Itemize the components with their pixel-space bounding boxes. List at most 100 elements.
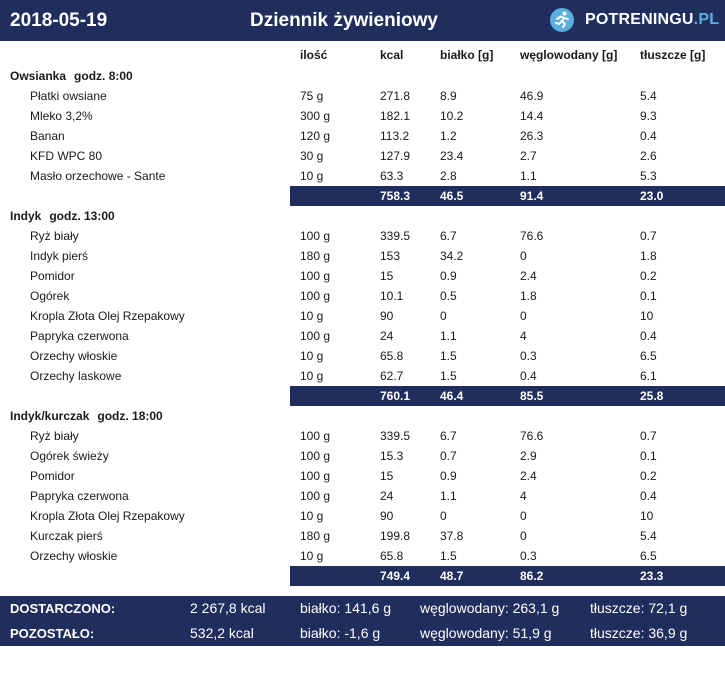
food-row: Ryż biały 100 g 339.5 6.7 76.6 0.7	[0, 226, 725, 246]
food-name: Kropla Złota Olej Rzepakowy	[30, 509, 185, 523]
food-kcal: 199.8	[380, 529, 411, 543]
food-carbs: 76.6	[520, 229, 544, 243]
meal-header: Indyk/kurczak godz. 18:00	[0, 406, 725, 426]
meal-totals-bar: 749.4 48.7 86.2 23.3	[290, 566, 725, 586]
food-protein: 1.2	[440, 129, 457, 143]
food-carbs: 0	[520, 309, 527, 323]
food-qty: 180 g	[300, 249, 331, 263]
food-row: Orzechy laskowe 10 g 62.7 1.5 0.4 6.1	[0, 366, 725, 386]
food-fat: 0.2	[640, 469, 657, 483]
runner-logo-icon	[549, 7, 579, 33]
food-row: Papryka czerwona 100 g 24 1.1 4 0.4	[0, 486, 725, 506]
total-protein: 46.4	[440, 389, 464, 403]
food-fat: 0.7	[640, 429, 657, 443]
food-row: Płatki owsiane 75 g 271.8 8.9 46.9 5.4	[0, 86, 725, 106]
food-kcal: 15.3	[380, 449, 404, 463]
header-bar: 2018-05-19 Dziennik żywieniowy POTRENING…	[0, 0, 725, 41]
food-qty: 100 g	[300, 229, 331, 243]
food-carbs: 0	[520, 509, 527, 523]
meal-name: Owsianka	[10, 69, 67, 83]
food-kcal: 15	[380, 469, 394, 483]
food-protein: 0	[440, 309, 447, 323]
summary-carbs: węglowodany: 263,1 g	[420, 600, 560, 616]
total-protein: 46.5	[440, 189, 464, 203]
food-kcal: 182.1	[380, 109, 411, 123]
food-kcal: 65.8	[380, 549, 404, 563]
food-fat: 0.4	[640, 129, 657, 143]
meal-header: Indyk godz. 13:00	[0, 206, 725, 226]
total-fat: 25.8	[640, 389, 664, 403]
food-name: Orzechy włoskie	[30, 349, 118, 363]
total-fat: 23.3	[640, 569, 664, 583]
food-kcal: 339.5	[380, 429, 411, 443]
food-row: Kropla Złota Olej Rzepakowy 10 g 90 0 0 10	[0, 306, 725, 326]
food-fat: 0.4	[640, 489, 657, 503]
food-qty: 30 g	[300, 149, 324, 163]
food-kcal: 24	[380, 329, 394, 343]
food-protein: 0.9	[440, 269, 457, 283]
food-fat: 9.3	[640, 109, 657, 123]
food-qty: 120 g	[300, 129, 331, 143]
food-kcal: 153	[380, 249, 401, 263]
food-qty: 10 g	[300, 169, 324, 183]
food-name: Masło orzechowe - Sante	[30, 169, 166, 183]
food-name: Banan	[30, 129, 65, 143]
food-qty: 100 g	[300, 269, 331, 283]
food-fat: 0.4	[640, 329, 657, 343]
food-protein: 1.1	[440, 329, 457, 343]
food-protein: 2.8	[440, 169, 457, 183]
summary-label: POZOSTAŁO:	[10, 626, 95, 641]
total-kcal: 760.1	[380, 389, 411, 403]
column-header-fat: tłuszcze [g]	[640, 48, 706, 62]
logo-main-text: POTRENINGU	[585, 11, 694, 28]
food-qty: 10 g	[300, 509, 324, 523]
food-fat: 0.7	[640, 229, 657, 243]
brand-logo[interactable]: POTRENINGU.PL	[549, 7, 719, 33]
food-fat: 2.6	[640, 149, 657, 163]
food-protein: 0.5	[440, 289, 457, 303]
food-row: KFD WPC 80 30 g 127.9 23.4 2.7 2.6	[0, 146, 725, 166]
food-qty: 100 g	[300, 329, 331, 343]
meal-title: Owsianka godz. 8:00	[10, 69, 133, 83]
food-kcal: 10.1	[380, 289, 404, 303]
food-fat: 5.3	[640, 169, 657, 183]
food-qty: 75 g	[300, 89, 324, 103]
food-kcal: 271.8	[380, 89, 411, 103]
meal-totals-bar: 758.3 46.5 91.4 23.0	[290, 186, 725, 206]
food-fat: 0.1	[640, 289, 657, 303]
food-qty: 100 g	[300, 469, 331, 483]
food-name: Płatki owsiane	[30, 89, 107, 103]
food-kcal: 339.5	[380, 229, 411, 243]
food-fat: 0.1	[640, 449, 657, 463]
total-kcal: 758.3	[380, 189, 411, 203]
food-carbs: 2.4	[520, 469, 537, 483]
food-protein: 34.2	[440, 249, 464, 263]
food-name: Orzechy włoskie	[30, 549, 118, 563]
food-qty: 100 g	[300, 289, 331, 303]
food-row: Papryka czerwona 100 g 24 1.1 4 0.4	[0, 326, 725, 346]
food-kcal: 90	[380, 509, 394, 523]
page-title: Dziennik żywieniowy	[250, 10, 438, 31]
food-carbs: 14.4	[520, 109, 544, 123]
food-fat: 1.8	[640, 249, 657, 263]
food-qty: 10 g	[300, 549, 324, 563]
meal-time: godz. 13:00	[49, 209, 115, 223]
food-row: Ogórek świeży 100 g 15.3 0.7 2.9 0.1	[0, 446, 725, 466]
food-row: Ogórek 100 g 10.1 0.5 1.8 0.1	[0, 286, 725, 306]
food-row: Orzechy włoskie 10 g 65.8 1.5 0.3 6.5	[0, 546, 725, 566]
summary-fat: tłuszcze: 36,9 g	[590, 625, 688, 641]
food-carbs: 46.9	[520, 89, 544, 103]
food-name: Orzechy laskowe	[30, 369, 122, 383]
food-row: Masło orzechowe - Sante 10 g 63.3 2.8 1.1 5.3	[0, 166, 725, 186]
food-carbs: 0.3	[520, 349, 537, 363]
food-kcal: 65.8	[380, 349, 404, 363]
food-qty: 10 g	[300, 369, 324, 383]
food-fat: 0.2	[640, 269, 657, 283]
food-fat: 6.1	[640, 369, 657, 383]
food-carbs: 26.3	[520, 129, 544, 143]
meal-header: Owsianka godz. 8:00	[0, 66, 725, 86]
food-kcal: 24	[380, 489, 394, 503]
summary-row-delivered: DOSTARCZONO: 2 267,8 kcal białko: 141,6 …	[0, 598, 725, 618]
food-fat: 10	[640, 309, 654, 323]
food-kcal: 127.9	[380, 149, 411, 163]
